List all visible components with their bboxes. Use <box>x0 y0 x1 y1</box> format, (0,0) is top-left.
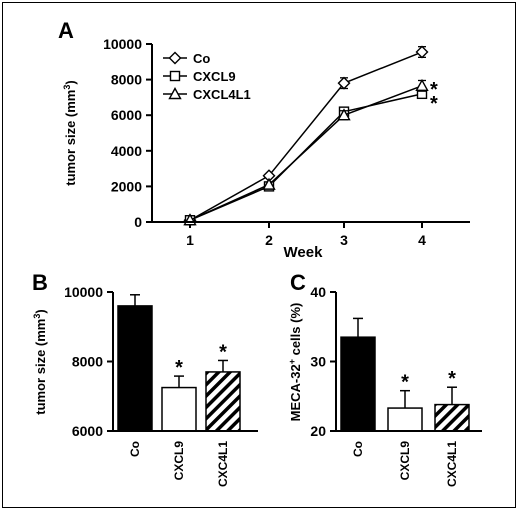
panel-c-category-label: CXC4L1 <box>445 441 459 487</box>
panel-a-y-tick-label: 4000 <box>111 143 142 159</box>
panel-b-letter: B <box>32 270 48 295</box>
panel-a-x-tick-label: 3 <box>340 232 348 248</box>
panel-c-letter: C <box>290 270 306 295</box>
panel-c-significance-star: * <box>401 372 409 394</box>
panel-a-line-chart: 0 2000 4000 6000 8000 10000 1 2 3 4 Co CXCL9 CXCL4… <box>62 36 470 261</box>
panel-a-y-tick-label: 6000 <box>111 107 142 123</box>
panel-a-point <box>415 45 429 59</box>
panel-a-legend-label: Co <box>193 51 210 66</box>
panel-a-legend-marker <box>168 87 182 100</box>
panel-c-y-tick-label: 30 <box>310 354 326 370</box>
panel-a-series-line <box>189 51 423 221</box>
panel-a-legend-marker <box>169 70 181 82</box>
panel-a-series-line <box>189 85 423 221</box>
panel-a-legend-marker <box>168 51 182 65</box>
panel-a-y-tick-label: 8000 <box>111 72 142 88</box>
panel-a-x-tick-label: 4 <box>418 232 426 248</box>
panel-a-x-axis-label: Week <box>284 244 324 261</box>
panel-a-point <box>337 108 351 121</box>
panel-a-point <box>337 76 351 90</box>
panel-a-point <box>415 78 429 92</box>
panel-c-category-label: Co <box>351 441 365 457</box>
panel-a-x-tick-label: 2 <box>265 232 273 248</box>
panel-b-significance-star: * <box>219 341 227 363</box>
panel-b-bar-chart: 6000 8000 10000 * * Co CXCL9 CXC4L1 tumor siz… <box>32 284 258 487</box>
panel-b-y-axis-label: tumor size (mm3) <box>32 309 48 414</box>
panel-c-bar <box>387 407 423 432</box>
figure-frame <box>2 2 516 508</box>
panel-b-category-label: CXC4L1 <box>216 441 230 487</box>
panel-a-x-tick-label: 1 <box>186 232 194 248</box>
panel-a-point <box>262 177 276 190</box>
panel-c-bar-chart: 20 30 40 * * Co CXCL9 CXC4L1 MECA-32+ cells (… <box>287 284 482 487</box>
panel-b-bar <box>117 305 153 432</box>
panel-b-bar <box>205 371 241 432</box>
panel-b-bar <box>161 386 197 432</box>
panel-b-category-label: Co <box>128 441 142 457</box>
panel-a-legend-label: CXCL9 <box>193 69 236 84</box>
panel-c-category-label: CXCL9 <box>398 441 412 481</box>
panel-a-y-tick-label: 10000 <box>103 36 142 52</box>
panel-c-bar <box>340 336 376 432</box>
panel-c-y-axis-label: MECA-32+ cells (%) <box>287 303 303 422</box>
panel-a-y-axis-label: tumor size (mm3) <box>62 80 78 185</box>
panel-a-letter: A <box>58 18 74 43</box>
panel-b-category-label: CXCL9 <box>172 441 186 481</box>
panel-b-significance-star: * <box>175 357 183 379</box>
panel-a-y-tick-label: 0 <box>134 214 142 230</box>
panel-c-significance-star: * <box>448 368 456 390</box>
panel-a-significance-star: * <box>430 79 438 101</box>
panel-b-y-tick-label: 10000 <box>64 284 103 300</box>
panel-a-y-tick-label: 2000 <box>111 178 142 194</box>
panel-b-y-tick-label: 6000 <box>72 423 103 439</box>
panel-c-y-tick-label: 40 <box>310 284 326 300</box>
panel-c-bar <box>434 403 470 432</box>
panel-a-significance-star: * <box>430 93 438 115</box>
panel-b-y-tick-label: 8000 <box>72 354 103 370</box>
panel-c-y-tick-label: 20 <box>310 423 326 439</box>
panel-a-legend-label: CXCL4L1 <box>193 87 251 102</box>
